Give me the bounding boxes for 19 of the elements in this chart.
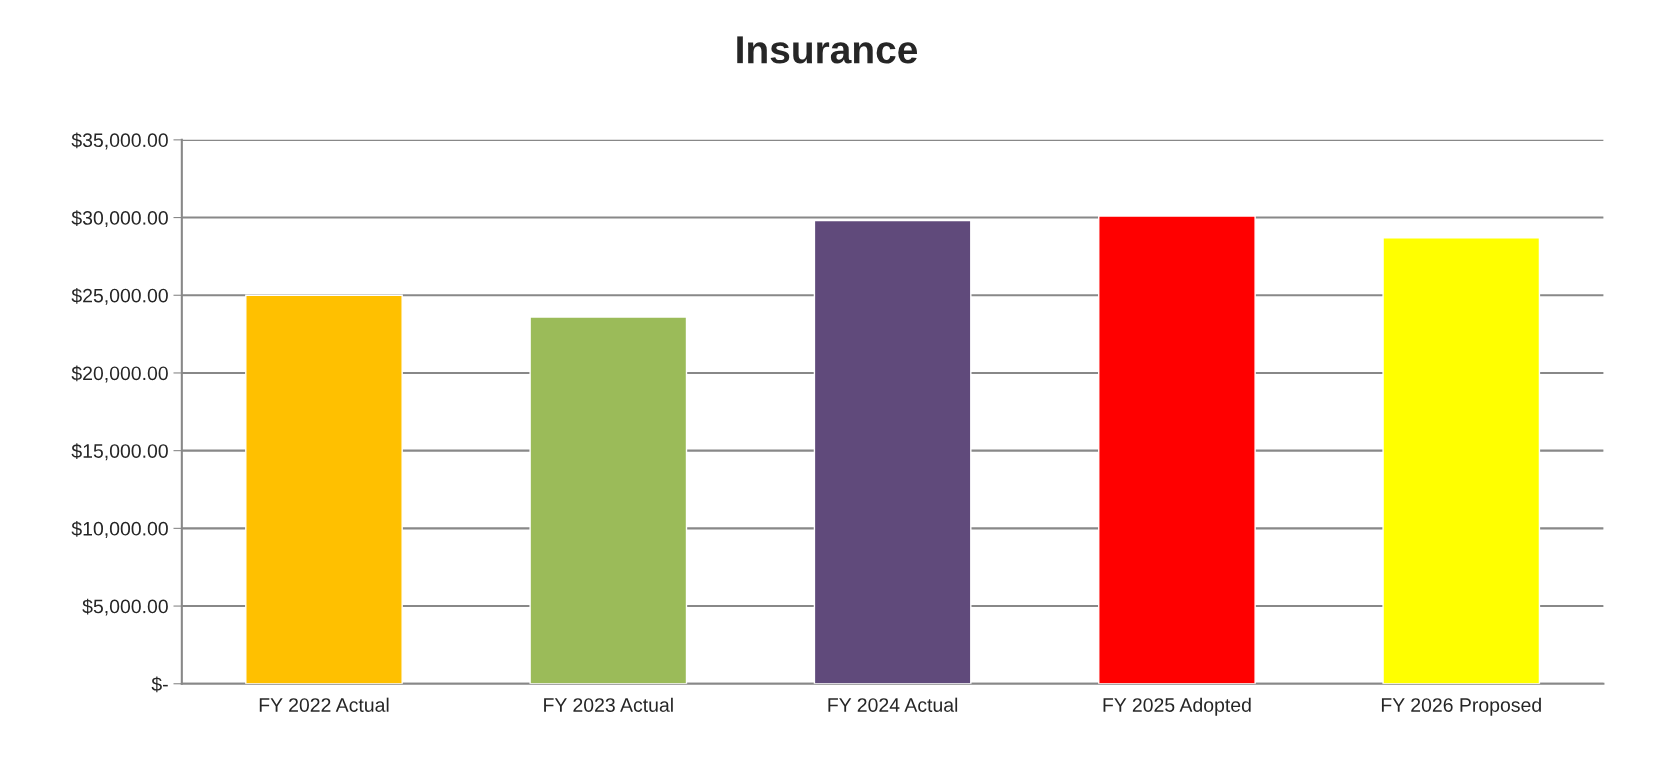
y-tick-label: $30,000.00 (71, 210, 168, 228)
x-tick-label: FY 2026 Proposed (1381, 697, 1541, 716)
bar (245, 294, 403, 684)
y-tick-label: $35,000.00 (71, 132, 168, 150)
bar (529, 316, 688, 684)
bar (813, 219, 972, 684)
x-tick-label: FY 2024 Actual (828, 697, 958, 712)
y-tick-label: $25,000.00 (71, 287, 168, 305)
x-tick-label: FY 2023 Actual (544, 697, 673, 712)
y-tick-label: $- (151, 676, 168, 693)
x-tick-label: FY 2022 Actual (259, 697, 389, 712)
y-tick-label: $20,000.00 (71, 365, 168, 383)
bar (1382, 237, 1541, 684)
x-tick-label: FY 2025 Adopted (1103, 697, 1251, 716)
y-tick-label: $15,000.00 (71, 443, 168, 461)
y-tick-label: $10,000.00 (71, 521, 168, 538)
y-tick-label: $5,000.00 (82, 598, 168, 616)
bar (1098, 215, 1256, 684)
chart-title: Insurance (737, 36, 918, 64)
